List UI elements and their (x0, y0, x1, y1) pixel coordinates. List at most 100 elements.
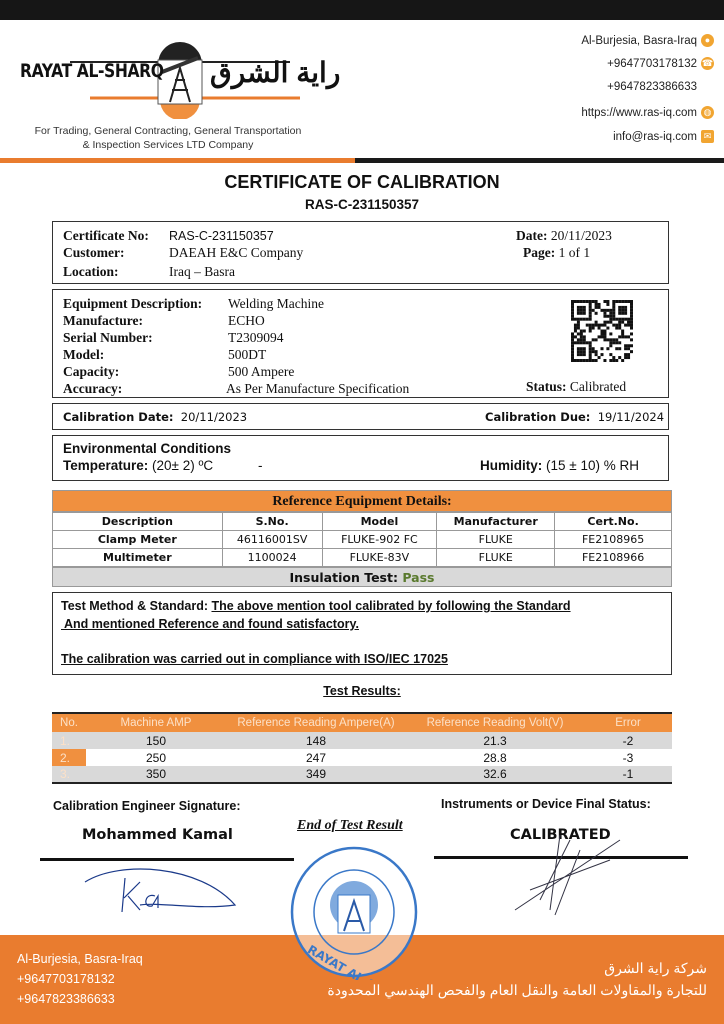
table-cell: -3 (622, 750, 634, 765)
test-method-box: Test Method & Standard: The above mentio… (52, 592, 672, 675)
label: Test Method & Standard: (61, 599, 208, 613)
contact-website[interactable]: https://www.ras-iq.com ◍ (581, 106, 714, 119)
contact-email[interactable]: info@ras-iq.com ✉ (613, 130, 714, 143)
method-line2: And mentioned Reference and found satisf… (61, 617, 359, 631)
company-logo (70, 42, 300, 119)
contact-phone2: +9647823386633 (607, 81, 697, 93)
footer-ar-name: شركة راية الشرق (604, 960, 707, 976)
label: Humidity: (480, 458, 543, 473)
column-header: Model (321, 512, 438, 531)
environment-box: Environmental Conditions Temperature: (2… (52, 435, 669, 481)
table-cell: Multimeter (52, 548, 223, 567)
environment-title: Environmental Conditions (63, 441, 232, 456)
table-cell: FLUKE (436, 548, 556, 567)
column-header: Manufacturer (436, 512, 556, 531)
value: ECHO (228, 313, 265, 328)
table-cell: 350 (86, 766, 226, 783)
footer-phone1: +9647703178132 (17, 972, 115, 986)
table-cell: 1100024 (221, 548, 323, 567)
signature-line (40, 858, 294, 861)
table-cell: 32.6 (406, 766, 584, 783)
label: Customer: (63, 245, 125, 260)
table-cell: 247 (305, 750, 327, 765)
tagline: For Trading, General Contracting, Genera… (18, 124, 318, 152)
footer: Al-Burjesia, Basra-Iraq +9647703178132 +… (0, 935, 724, 1024)
tagline-line2: & Inspection Services LTD Company (82, 139, 254, 151)
logo-text-ar: راية الشرق (210, 57, 341, 88)
table-cell: FE2108965 (554, 530, 672, 549)
label: Calibration Date: (63, 410, 174, 424)
table-cell: FE2108966 (554, 548, 672, 567)
test-results-title: Test Results: (323, 684, 401, 698)
reference-title: Reference Equipment Details: (52, 490, 672, 512)
column-header: Reference Reading Volt(V) (406, 713, 584, 732)
insulation-label: Insulation Test: (289, 570, 398, 585)
page-title: CERTIFICATE OF CALIBRATION (224, 172, 500, 192)
footer-contacts: Al-Burjesia, Basra-Iraq +9647703178132 +… (17, 949, 143, 1009)
final-status-value: CALIBRATED (510, 827, 611, 843)
column-header: Cert.No. (554, 512, 672, 531)
label: Model: (63, 347, 105, 362)
method-line3: The calibration was carried out in compl… (61, 652, 448, 666)
label: Certificate No: (63, 228, 149, 243)
globe-icon: ◍ (701, 106, 714, 119)
status-value: Calibrated (569, 379, 627, 394)
tagline-line1: For Trading, General Contracting, Genera… (34, 125, 302, 137)
table-cell: FLUKE (436, 530, 556, 549)
table-cell: 349 (226, 766, 406, 783)
column-header: No. (52, 713, 86, 732)
engineer-signature (84, 868, 237, 913)
value: T2309094 (228, 330, 284, 345)
humidity-value: (15 ± 10) % RH (546, 458, 639, 473)
temperature-value: (20± 2) ºC (152, 458, 214, 473)
table-row: Clamp Meter 46116001SV FLUKE-902 FC FLUKE FE… (52, 530, 672, 549)
footer-phone2: +9647823386633 (17, 992, 115, 1006)
value: Welding Machine (228, 296, 325, 311)
column-header: Error (584, 713, 672, 732)
label: Location: (63, 264, 119, 279)
mail-icon: ✉ (701, 130, 714, 143)
date-value: 20/11/2023 (550, 228, 612, 243)
equipment-row: Accuracy: As Per Manufacture Specificatio… (63, 380, 409, 397)
company-stamp: RAYAT AL-SHARQ (290, 846, 418, 980)
column-header: Reference Reading Ampere(A) (226, 713, 406, 732)
table-cell: 46116001SV (221, 530, 323, 549)
value: 500DT (228, 347, 267, 362)
equipment-row: Model: 500DT (63, 346, 409, 363)
contact-phone1: +9647703178132 ☎ (607, 57, 714, 70)
table-cell: 3. (52, 766, 86, 783)
final-status-label: Instruments or Device Final Status: (441, 797, 651, 811)
qr-code (571, 300, 633, 362)
contact-text: +9647703178132 (607, 57, 697, 70)
certificate-info-box: Certificate No: RAS-C-231150357 Customer:… (52, 221, 669, 284)
engineer-signature-label: Calibration Engineer Signature: (53, 799, 241, 813)
status-signature (514, 834, 621, 916)
logo-text-en: RAYAT AL-SHARQ (20, 60, 164, 82)
label: Temperature: (63, 458, 149, 473)
label: Status: (526, 379, 567, 394)
customer-value: DAEAH E&C Company (169, 245, 304, 260)
contact-text: +9647823386633 (607, 81, 697, 93)
reference-table: Description S.No. Model Manufacturer Cert.No… (52, 512, 672, 567)
equipment-list: Equipment Description: Welding Machine Man… (63, 295, 409, 397)
calibration-due: 19/11/2024 (597, 410, 665, 424)
table-cell: Clamp Meter (52, 530, 223, 549)
calibration-dates-box: Calibration Date: 20/11/2023 Calibration… (52, 403, 669, 430)
column-header: Machine AMP (86, 713, 226, 732)
label: Accuracy: (63, 381, 123, 396)
cert-no-value: RAS-C-231150357 (169, 229, 274, 243)
table-cell: 21.3 (406, 732, 584, 749)
contact-address: Al-Burjesia, Basra-Iraq ● (581, 34, 714, 47)
label: Manufacture: (63, 313, 143, 328)
footer-arabic: شركة راية الشرق للتجارة والمقاولات العام… (327, 957, 707, 1001)
website-link[interactable]: https://www.ras-iq.com (581, 106, 697, 119)
label: Equipment Description: (63, 296, 203, 311)
label: Serial Number: (63, 330, 153, 345)
value: 500 Ampere (228, 364, 295, 379)
table-row: Multimeter 1100024 FLUKE-83V FLUKE FE2108966 (52, 548, 672, 567)
table-row: 3. 350 349 32.6 -1 (52, 766, 672, 783)
value: As Per Manufacture Specification (226, 381, 410, 396)
label: Calibration Due: (485, 410, 591, 424)
email-link[interactable]: info@ras-iq.com (613, 130, 697, 143)
table-cell: 148 (226, 732, 406, 749)
